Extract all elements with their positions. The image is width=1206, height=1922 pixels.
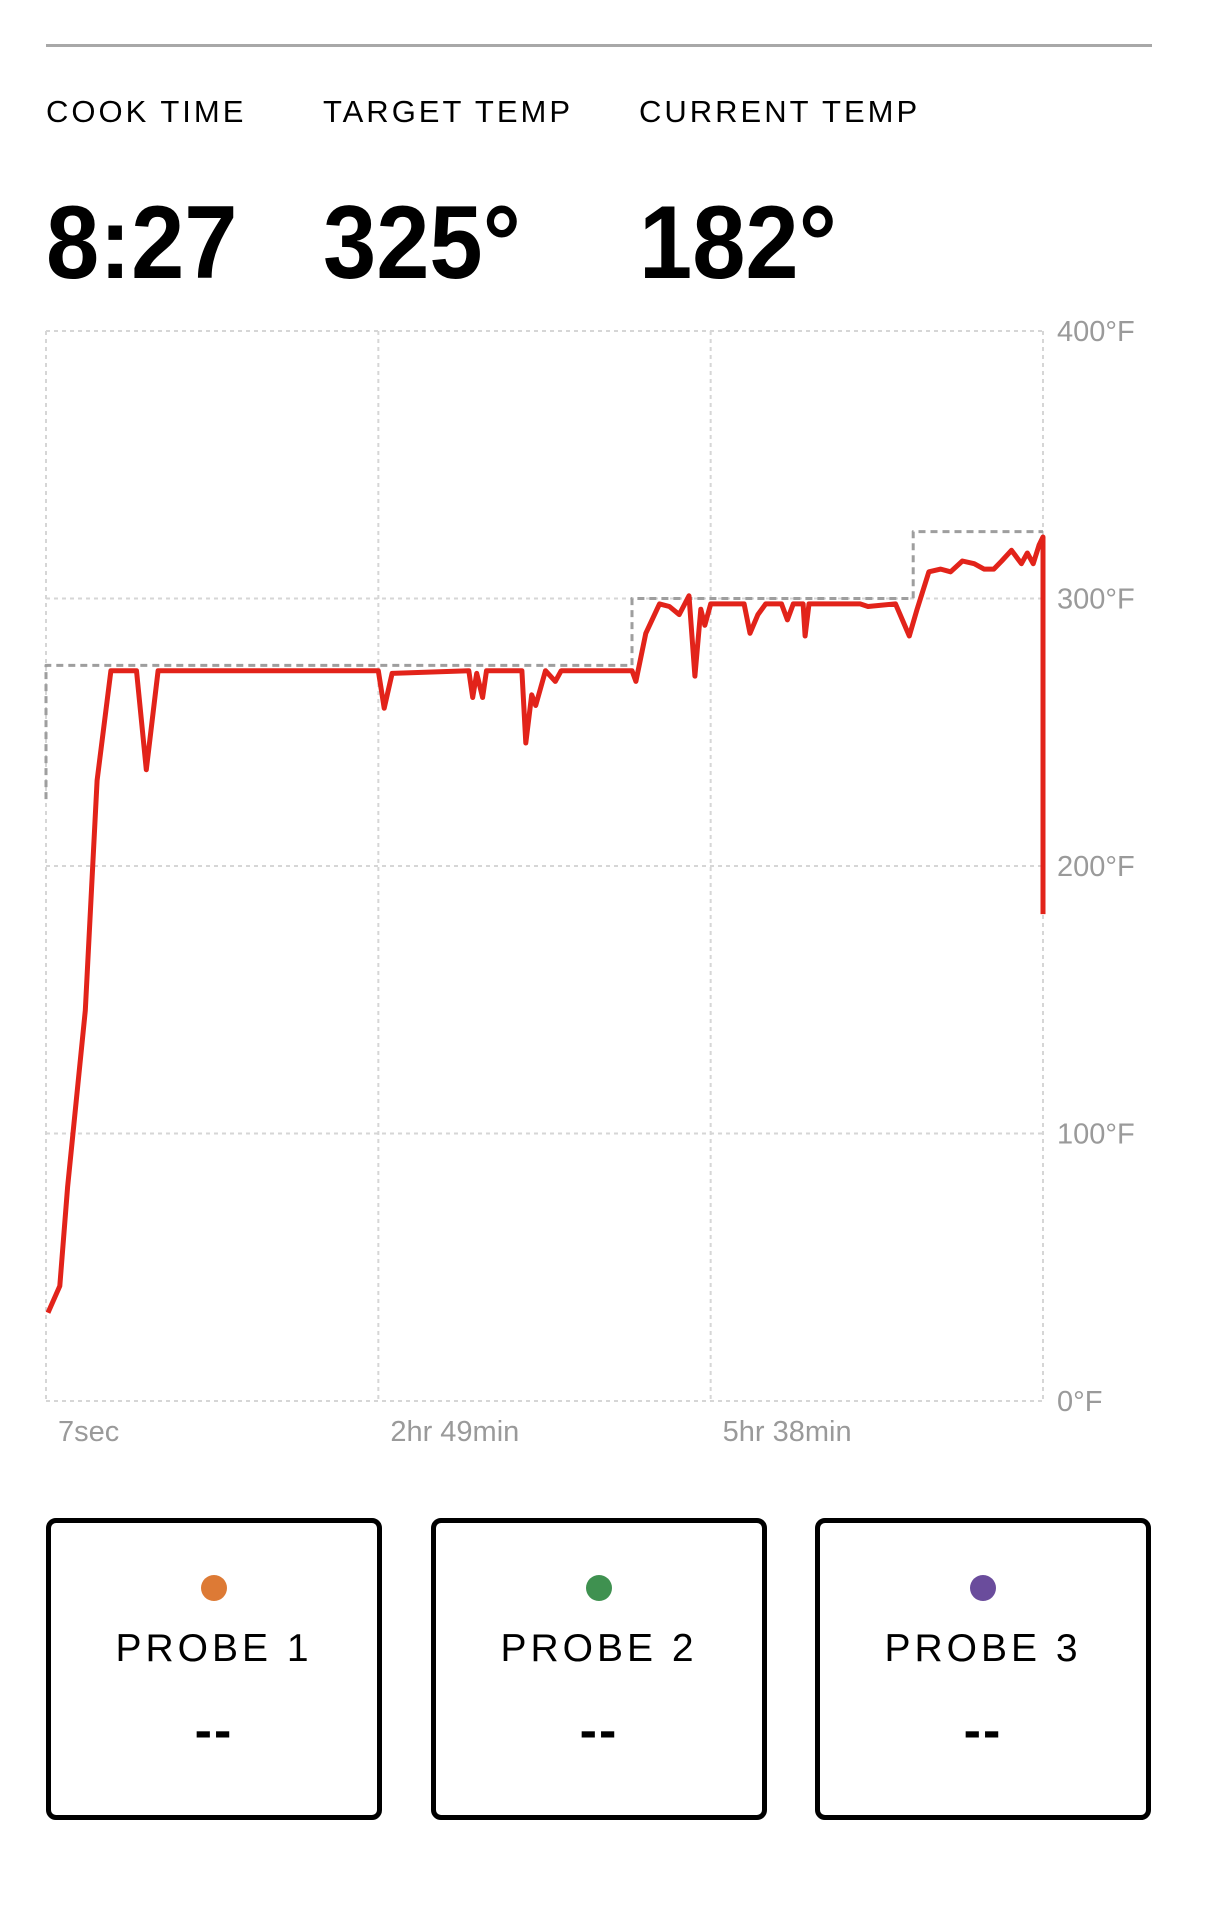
probe-2-reading: -- — [579, 1702, 619, 1760]
probe-1-card[interactable]: PROBE 1 -- — [46, 1518, 382, 1820]
current-temp-stat: CURRENT TEMP 182° — [639, 94, 920, 298]
y-tick-label: 300°F — [1057, 584, 1135, 616]
y-tick-label: 200°F — [1057, 851, 1135, 883]
probe-1-color-dot — [201, 1575, 227, 1601]
probe-1-reading: -- — [194, 1702, 234, 1760]
target-temp-line — [44, 530, 1043, 800]
temperature-chart: 0°F 100°F 200°F 300°F 400°F 7sec 2hr 49min 5hr … — [44, 316, 1135, 1448]
probe-3-name: PROBE 3 — [884, 1627, 1082, 1670]
x-tick-label: 2hr 49min — [390, 1416, 519, 1448]
cook-time-stat: COOK TIME 8:27 — [46, 94, 254, 298]
target-temp-stat: TARGET TEMP 325° — [323, 94, 573, 298]
target-temp-label: TARGET TEMP — [323, 94, 574, 129]
y-tick-label: 400°F — [1057, 316, 1135, 348]
probe-3-card[interactable]: PROBE 3 -- — [815, 1518, 1151, 1820]
cook-time-label: COOK TIME — [46, 94, 247, 129]
probe-2-color-dot — [586, 1575, 612, 1601]
top-divider — [46, 44, 1152, 47]
cook-time-value: 8:27 — [46, 185, 238, 301]
y-tick-label: 0°F — [1057, 1386, 1102, 1418]
x-tick-label: 5hr 38min — [723, 1416, 852, 1448]
probe-2-name: PROBE 2 — [500, 1627, 698, 1670]
probe-3-reading: -- — [963, 1702, 1003, 1760]
probe-2-card[interactable]: PROBE 2 -- — [431, 1518, 767, 1820]
current-temp-line — [45, 534, 1046, 1314]
target-temp-value: 325° — [323, 185, 521, 301]
probe-1-name: PROBE 1 — [115, 1627, 313, 1670]
current-temp-value: 182° — [639, 185, 837, 301]
probe-3-color-dot — [970, 1575, 996, 1601]
current-temp-label: CURRENT TEMP — [639, 94, 921, 129]
x-tick-label: 7sec — [58, 1416, 119, 1448]
y-tick-label: 100°F — [1057, 1119, 1135, 1151]
